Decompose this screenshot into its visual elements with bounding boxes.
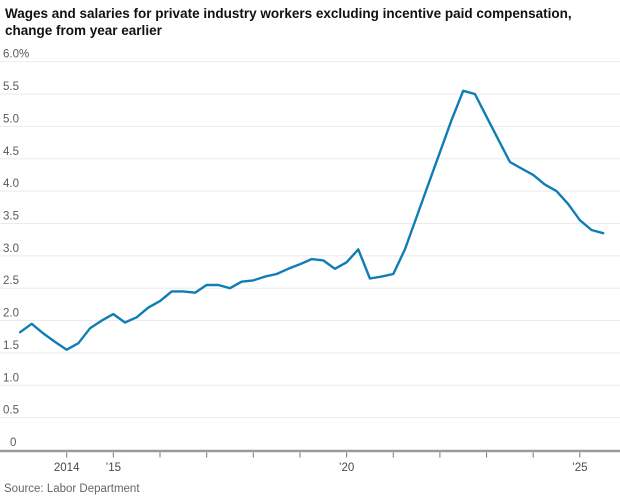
y-axis-label: 5.5 [3, 81, 19, 93]
chart-title-line2: change from year earlier [5, 22, 162, 38]
y-axis-label: 1.0 [3, 372, 19, 384]
y-axis-label: 0 [10, 437, 16, 449]
chart-title-line1: Wages and salaries for private industry … [5, 6, 572, 21]
chart-title: Wages and salaries for private industry … [5, 6, 611, 39]
y-axis-label: 2.0 [3, 308, 19, 320]
x-axis-label: 2014 [54, 462, 80, 474]
x-axis-label: ’25 [572, 462, 587, 474]
y-axis-label: 5.0 [3, 113, 19, 125]
y-axis-label: 1.5 [3, 340, 19, 352]
y-axis-label: 0.5 [3, 405, 19, 417]
y-axis-label: 4.0 [3, 178, 19, 190]
y-axis-label: 2.5 [3, 275, 19, 287]
y-axis-label: 3.0 [3, 243, 19, 255]
data-line [18, 89, 605, 351]
y-axis-label: 4.5 [3, 146, 19, 158]
source-note: Source: Labor Department [4, 483, 140, 495]
x-axis-label: ’20 [339, 462, 354, 474]
x-axis-label: ’15 [106, 462, 121, 474]
y-axis-label: 6.0% [3, 49, 29, 61]
y-axis-label: 3.5 [3, 210, 19, 222]
